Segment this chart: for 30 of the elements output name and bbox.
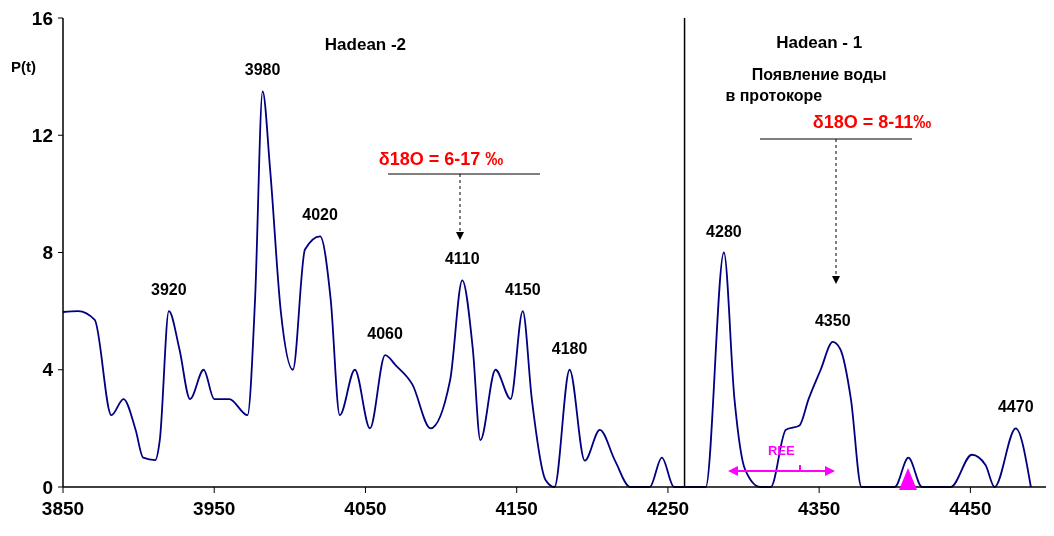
annotation: 3920 — [151, 281, 187, 299]
annotation: δ18O = 8-11‰ — [812, 112, 932, 132]
annotation: 3980 — [244, 61, 281, 79]
line-series — [62, 90, 1032, 488]
annotation: Hadean - 1 — [776, 33, 863, 52]
x-tick-label: 3850 — [41, 498, 85, 519]
y-tick-label: 0 — [42, 476, 53, 498]
y-axis-title: P(t) — [11, 58, 36, 75]
annotation: 4060 — [367, 325, 404, 343]
x-tick-label: 4050 — [344, 498, 387, 519]
annotation: 4280 — [706, 222, 742, 240]
y-tick-label: 4 — [42, 359, 54, 381]
annotation: δ18O = 6-17 ‰ — [378, 149, 504, 169]
annotation: 4150 — [504, 281, 541, 299]
annotation: 4020 — [302, 206, 338, 224]
annotation: 4350 — [814, 311, 851, 329]
y-tick-label: 12 — [31, 124, 53, 146]
annotation: Hadean -2 — [324, 35, 407, 54]
x-tick-label: 3950 — [193, 498, 236, 519]
annotation: 4110 — [444, 250, 480, 268]
x-tick-label: 4450 — [949, 498, 992, 519]
x-tick-label: 4350 — [798, 498, 841, 519]
x-tick-label: 4250 — [646, 498, 690, 519]
annotation: 4180 — [551, 339, 588, 357]
annotation: в протокоре — [725, 87, 823, 104]
y-tick-label: 8 — [42, 242, 53, 264]
annotation: 4470 — [997, 398, 1034, 416]
y-tick-label: 16 — [31, 7, 53, 29]
x-tick-label: 4150 — [495, 498, 538, 519]
annotation: Появление воды — [751, 66, 887, 83]
